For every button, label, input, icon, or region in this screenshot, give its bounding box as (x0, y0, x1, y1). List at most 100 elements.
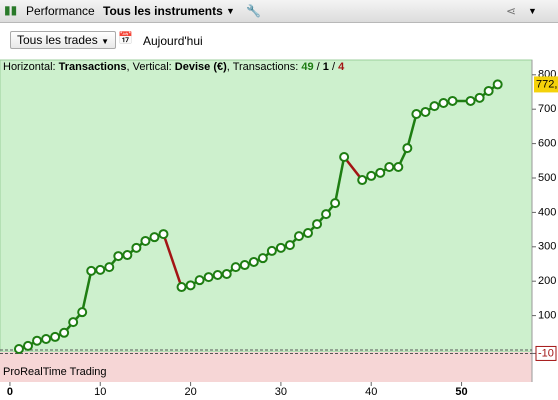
point (339, 152, 350, 163)
point (393, 161, 404, 172)
filters: Tous les trades ▼ 📅 Aujourd'hui (0, 23, 558, 59)
point (149, 232, 160, 243)
point (176, 282, 187, 293)
x-tick-label: 40 (365, 386, 377, 398)
y-tick-label: 400 (538, 206, 556, 218)
filter-button[interactable]: Tous les trades ▼ (10, 31, 116, 49)
point (113, 251, 124, 262)
header-part: Transactions (58, 61, 127, 73)
point (375, 167, 386, 178)
y-tick-label: 500 (538, 172, 556, 184)
header-part: 1 (322, 61, 329, 73)
header-part: , Transactions: (226, 61, 302, 73)
panel-label: ProRealTime Trading (3, 366, 107, 378)
y-tick-label: 300 (538, 241, 556, 253)
header-part: 49 (301, 61, 314, 73)
point (420, 106, 431, 117)
y-tick-label: -10 (538, 347, 554, 359)
header: Horizontal: Transactions, Vertical: Devi… (3, 61, 344, 73)
header-part: 4 (338, 61, 345, 73)
point (303, 228, 313, 239)
point (411, 109, 422, 120)
x-tick-label: 50 (455, 386, 467, 398)
point (59, 327, 70, 338)
segment (333, 156, 346, 204)
point (447, 95, 458, 106)
instrument[interactable]: Tous les instruments (103, 4, 223, 18)
point (384, 161, 395, 172)
point (429, 101, 440, 112)
arrow: ▼ (226, 6, 235, 16)
point (321, 209, 332, 220)
header-part: Horizontal: (3, 61, 59, 73)
point (266, 245, 277, 256)
point (330, 198, 341, 209)
y-tick-label: 600 (538, 138, 556, 150)
point (86, 265, 97, 276)
period[interactable]: Aujourd'hui (143, 34, 203, 48)
point (194, 275, 205, 286)
point (68, 317, 79, 328)
point (185, 280, 196, 291)
x-tick-label: 30 (275, 386, 287, 398)
point (465, 95, 476, 106)
point (41, 333, 52, 344)
point (293, 231, 304, 242)
x-tick-label: 10 (94, 386, 106, 398)
point (50, 331, 61, 342)
y-tick-label: 100 (538, 310, 556, 322)
point (122, 250, 133, 261)
plot (0, 59, 533, 353)
point (77, 307, 88, 318)
header-part: , Vertical: (126, 61, 175, 73)
point (438, 98, 449, 109)
icon: ▮▮ (4, 3, 18, 17)
point (32, 335, 43, 346)
toolbar: ▮▮ Performance Tous les instruments ▼ 🔧 … (0, 0, 558, 23)
point (357, 175, 368, 186)
point (492, 79, 503, 90)
point (275, 242, 286, 253)
point (257, 253, 268, 264)
header-part: / (313, 61, 323, 73)
point (312, 219, 323, 230)
point (402, 143, 413, 154)
segment (162, 233, 183, 288)
y-tick-label: 700 (538, 103, 556, 115)
panel (0, 352, 532, 382)
filter: Tous les trades (17, 33, 98, 47)
point (239, 260, 250, 271)
x-tick-label: 20 (184, 386, 196, 398)
segment (80, 270, 93, 313)
point (212, 270, 223, 281)
tick-box (535, 345, 557, 361)
last-label: 772, (536, 78, 557, 90)
point (474, 92, 485, 103)
point (366, 170, 377, 181)
x-tick-label: 0 (7, 386, 13, 398)
point (483, 85, 494, 96)
point (158, 229, 169, 240)
header-part: / (328, 61, 339, 73)
point (221, 268, 232, 279)
point (140, 235, 151, 246)
last-box (534, 76, 558, 93)
header-part: Devise (€) (174, 61, 227, 73)
tab[interactable]: Performance (26, 4, 95, 18)
point (95, 264, 106, 275)
point (104, 262, 115, 273)
arrow: ▼ (528, 6, 537, 16)
point (203, 272, 214, 283)
point (230, 262, 241, 273)
segment (406, 113, 418, 149)
point (284, 240, 295, 251)
point (131, 242, 142, 253)
settings[interactable]: 🔧 (246, 4, 261, 18)
share[interactable]: ⋖ (506, 4, 517, 18)
y-tick-label: 200 (538, 275, 556, 287)
calendar-icon[interactable]: 📅 (118, 31, 133, 45)
point (248, 256, 259, 267)
point (13, 343, 24, 354)
